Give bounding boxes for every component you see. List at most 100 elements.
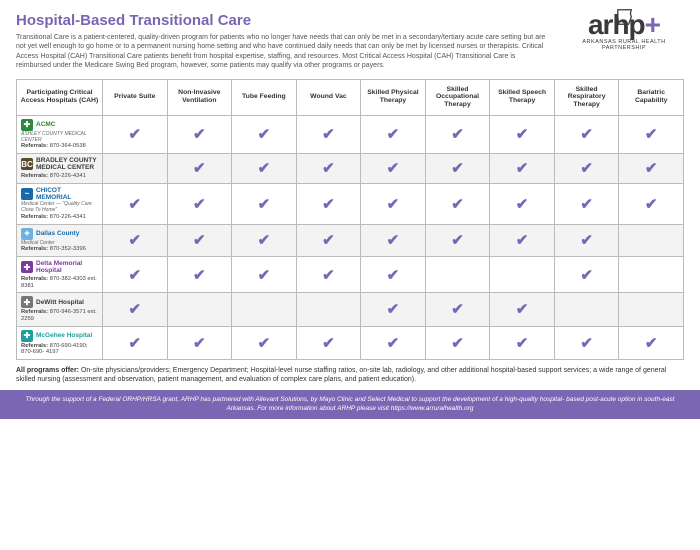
check-icon: ✔ <box>580 232 593 249</box>
column-header: Private Suite <box>103 79 168 115</box>
check-icon: ✔ <box>645 335 658 352</box>
service-cell: ✔ <box>361 153 426 183</box>
brand-logo: arhp+ ARKANSAS RURAL HEALTH PARTNERSHIP <box>564 12 684 51</box>
service-cell: ✔ <box>361 224 426 256</box>
referral-line: Referrals: 870-226-4341 <box>21 214 98 221</box>
check-icon: ✔ <box>580 160 593 177</box>
service-cell: ✔ <box>490 115 555 153</box>
check-icon: ✔ <box>258 126 271 143</box>
service-cell <box>425 257 490 293</box>
check-icon: ✔ <box>516 232 529 249</box>
service-cell <box>619 224 684 256</box>
service-cell: ✔ <box>232 257 297 293</box>
table-row: ✚DeWitt HospitalReferrals: 870-946-3571 … <box>17 293 684 326</box>
hospital-logo-icon: ✚ <box>21 119 33 131</box>
hospital-logo-icon: ✚ <box>21 296 33 308</box>
table-row: ✚Delta Memorial HospitalReferrals: 870-3… <box>17 257 684 293</box>
check-icon: ✔ <box>451 126 464 143</box>
service-cell: ✔ <box>232 224 297 256</box>
service-cell: ✔ <box>425 183 490 224</box>
referral-line: Referrals: 870-226-4341 <box>21 173 98 180</box>
check-icon: ✔ <box>387 126 400 143</box>
service-cell: ✔ <box>296 153 361 183</box>
service-cell: ✔ <box>296 115 361 153</box>
referral-line: Referrals: 870-364-0538 <box>21 143 98 150</box>
check-icon: ✔ <box>580 267 593 284</box>
service-cell: ✔ <box>490 224 555 256</box>
check-icon: ✔ <box>451 335 464 352</box>
service-cell: ✔ <box>425 293 490 326</box>
service-cell: ✔ <box>490 183 555 224</box>
check-icon: ✔ <box>258 335 271 352</box>
page-title: Hospital-Based Transitional Care <box>16 12 552 29</box>
check-icon: ✔ <box>128 232 141 249</box>
hospital-name: Dallas County <box>36 230 79 237</box>
service-cell <box>103 153 168 183</box>
service-cell: ✔ <box>619 183 684 224</box>
service-cell: ✔ <box>167 115 232 153</box>
check-icon: ✔ <box>322 160 335 177</box>
service-cell: ✔ <box>103 293 168 326</box>
table-row: ✦Dallas CountyMedical CenterReferrals: 8… <box>17 224 684 256</box>
check-icon: ✔ <box>387 160 400 177</box>
hospital-cell: BCBRADLEY COUNTY MEDICAL CENTERReferrals… <box>17 153 103 183</box>
column-header: Skilled Respiratory Therapy <box>554 79 619 115</box>
column-header: Skilled Physical Therapy <box>361 79 426 115</box>
check-icon: ✔ <box>580 126 593 143</box>
table-row: ✚McGehee HospitalReferrals: 870-690-4190… <box>17 326 684 359</box>
check-icon: ✔ <box>128 267 141 284</box>
check-icon: ✔ <box>451 232 464 249</box>
service-cell: ✔ <box>619 153 684 183</box>
service-cell: ✔ <box>167 326 232 359</box>
hospital-cell: ✚Delta Memorial HospitalReferrals: 870-3… <box>17 257 103 293</box>
all-programs-note: All programs offer: On-site physicians/p… <box>16 366 684 384</box>
service-cell <box>296 293 361 326</box>
service-cell: ✔ <box>232 183 297 224</box>
service-cell: ✔ <box>296 257 361 293</box>
service-cell: ✔ <box>296 183 361 224</box>
check-icon: ✔ <box>258 196 271 213</box>
column-header: Non-Invasive Ventilation <box>167 79 232 115</box>
check-icon: ✔ <box>322 335 335 352</box>
check-icon: ✔ <box>387 335 400 352</box>
check-icon: ✔ <box>193 126 206 143</box>
check-icon: ✔ <box>645 196 658 213</box>
table-row: ✚ACMCASHLEY COUNTY MEDICAL CENTERReferra… <box>17 115 684 153</box>
service-cell: ✔ <box>103 183 168 224</box>
check-icon: ✔ <box>645 126 658 143</box>
check-icon: ✔ <box>322 196 335 213</box>
hospital-cell: ✦Dallas CountyMedical CenterReferrals: 8… <box>17 224 103 256</box>
table-row: BCBRADLEY COUNTY MEDICAL CENTERReferrals… <box>17 153 684 183</box>
check-icon: ✔ <box>193 267 206 284</box>
hospital-name: DeWitt Hospital <box>36 299 84 306</box>
state-outline-icon <box>616 4 634 29</box>
hospital-subtitle: Medical Center — "Quality Care Close To … <box>21 202 98 214</box>
services-table: Participating Critical Access Hospitals … <box>16 79 684 360</box>
check-icon: ✔ <box>387 267 400 284</box>
service-cell: ✔ <box>167 183 232 224</box>
hospital-name: McGehee Hospital <box>36 332 92 339</box>
service-cell: ✔ <box>296 326 361 359</box>
hospital-name: CHICOT MEMORIAL <box>36 187 98 202</box>
footer-bar: Through the support of a Federal ORHP/HR… <box>0 390 700 419</box>
hospital-cell: ✚McGehee HospitalReferrals: 870-690-4190… <box>17 326 103 359</box>
service-cell: ✔ <box>554 115 619 153</box>
column-header: Skilled Speech Therapy <box>490 79 555 115</box>
service-cell: ✔ <box>232 326 297 359</box>
service-cell: ✔ <box>619 115 684 153</box>
check-icon: ✔ <box>128 301 141 318</box>
check-icon: ✔ <box>128 335 141 352</box>
check-icon: ✔ <box>645 160 658 177</box>
service-cell: ✔ <box>425 326 490 359</box>
service-cell <box>167 293 232 326</box>
check-icon: ✔ <box>516 126 529 143</box>
check-icon: ✔ <box>258 160 271 177</box>
service-cell: ✔ <box>554 326 619 359</box>
column-header: Bariatric Capability <box>619 79 684 115</box>
table-row: ~CHICOT MEMORIALMedical Center — "Qualit… <box>17 183 684 224</box>
service-cell: ✔ <box>232 153 297 183</box>
hospital-subtitle: ASHLEY COUNTY MEDICAL CENTER <box>21 132 98 144</box>
service-cell: ✔ <box>167 153 232 183</box>
hospital-cell: ~CHICOT MEMORIALMedical Center — "Qualit… <box>17 183 103 224</box>
service-cell: ✔ <box>554 183 619 224</box>
